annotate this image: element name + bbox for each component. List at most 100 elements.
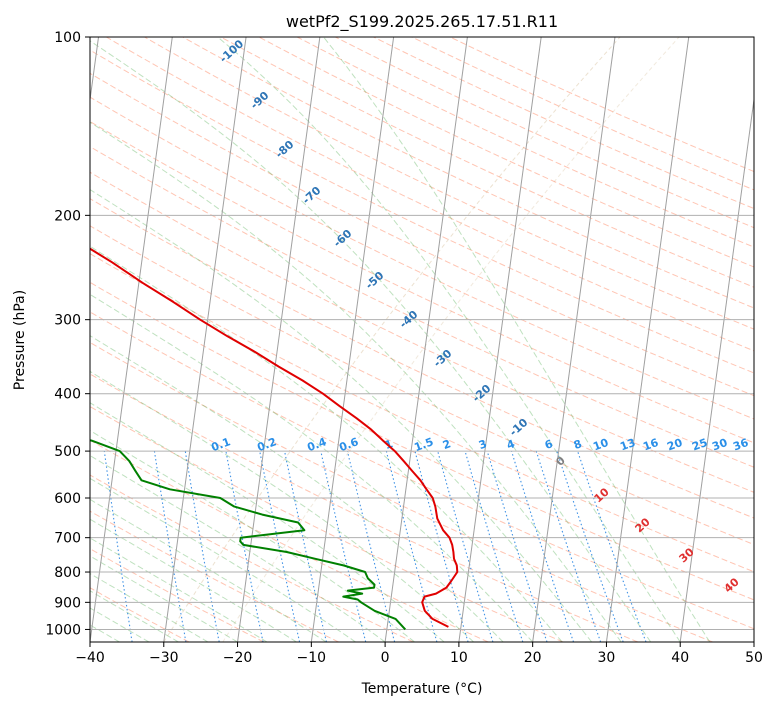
isotherm-line xyxy=(679,95,754,642)
mixing-ratio-line xyxy=(556,450,624,642)
moist-adiabat xyxy=(90,335,504,642)
axis-ticks: −40 −30 −20 −10 0 10 20 30 40 50 1000 900 800 700 600 5… xyxy=(45,30,763,666)
dry-adiabat xyxy=(90,253,754,573)
mixing-ratio-line xyxy=(577,450,647,642)
x-tick-label: 20 xyxy=(524,650,542,666)
mixing-ratio-label: 8 xyxy=(572,437,584,452)
moist-adiabat xyxy=(323,37,711,642)
mixing-ratio-label: 0.4 xyxy=(305,435,328,454)
moist-adiabat xyxy=(90,572,209,642)
mixing-ratio-line xyxy=(320,450,367,642)
isotherm-line xyxy=(384,37,468,642)
x-tick-label: 40 xyxy=(671,650,689,666)
dry-adiabat xyxy=(90,311,754,630)
y-tick-label: 400 xyxy=(54,387,81,403)
isotherm-line xyxy=(163,37,247,642)
mixing-ratio-label: 6 xyxy=(543,437,555,452)
dry-adiabat xyxy=(90,405,564,642)
dry-adiabat xyxy=(90,341,713,642)
dry-adiabat xyxy=(90,510,339,642)
moist-adiabat xyxy=(90,537,268,642)
x-axis-label: Temperature (°C) xyxy=(361,681,483,697)
mixing-ratio-label: 0.6 xyxy=(337,435,360,454)
mixing-ratio-line xyxy=(486,450,548,642)
x-tick-label: −30 xyxy=(149,650,179,666)
x-tick-label: 0 xyxy=(381,650,390,666)
mixing-ratio-line xyxy=(284,450,327,642)
plot-frame xyxy=(89,36,755,643)
isotherm-line xyxy=(458,37,542,642)
dry-adiabat xyxy=(90,373,639,642)
x-tick-label: −40 xyxy=(75,650,105,666)
moist-adiabat xyxy=(90,40,652,642)
moist-adiabat xyxy=(90,245,563,642)
isotherm-line xyxy=(237,37,321,642)
x-tick-label: 30 xyxy=(598,650,616,666)
mixing-ratio-line xyxy=(535,450,602,642)
mixing-ratio-label: 20 xyxy=(665,436,684,454)
temperature-line xyxy=(90,247,459,628)
moist-adiabat xyxy=(90,477,356,642)
mixing-ratio-line xyxy=(225,450,264,642)
isotherm-line xyxy=(605,37,690,642)
mixing-ratio-line xyxy=(385,450,438,642)
dry-adiabat xyxy=(182,37,754,309)
mixing-ratio-line xyxy=(259,450,301,642)
mixing-ratio-label: 16 xyxy=(641,436,660,454)
mixing-ratio-label: 0.2 xyxy=(255,435,278,454)
mixing-ratio-label: 2 xyxy=(441,437,453,452)
saturation-curve xyxy=(163,37,621,642)
x-tick-label: 10 xyxy=(450,650,468,666)
mixing-ratio-line xyxy=(437,450,494,642)
mixing-ratio-label: 1.5 xyxy=(412,435,435,454)
y-tick-label: 200 xyxy=(54,208,81,224)
x-tick-label: −10 xyxy=(297,650,327,666)
y-tick-label: 700 xyxy=(54,531,81,547)
moist-adiabat xyxy=(217,37,681,642)
mixing-ratio-line xyxy=(464,450,524,642)
y-tick-label: 900 xyxy=(54,595,81,611)
x-tick-label: 50 xyxy=(745,650,763,666)
profile-lines xyxy=(90,247,459,631)
x-tick-label: −20 xyxy=(223,650,253,666)
y-tick-label: 300 xyxy=(54,313,81,329)
y-axis-label: Pressure (hPa) xyxy=(12,290,28,390)
y-tick-label: 1000 xyxy=(45,622,81,638)
y-tick-label: 800 xyxy=(54,565,81,581)
mixing-ratio-label: 0.1 xyxy=(209,435,232,454)
y-tick-label: 100 xyxy=(54,30,81,46)
mixing-ratio-line xyxy=(414,450,469,642)
mixing-ratio-label: 3 xyxy=(477,437,489,452)
dry-adiabat xyxy=(220,37,754,288)
mixing-ratio-line xyxy=(510,450,575,642)
dry-adiabat xyxy=(90,198,754,519)
isotherm-line xyxy=(90,37,173,642)
dry-adiabat xyxy=(90,72,754,397)
mixing-ratio-label: 13 xyxy=(618,436,637,453)
dry-adiabat xyxy=(90,171,754,493)
dry-adiabat xyxy=(144,37,754,330)
mixing-ratio-label: 25 xyxy=(690,436,709,453)
dry-adiabat xyxy=(90,146,754,468)
mixing-ratio-label: 10 xyxy=(591,436,610,454)
isotherm-line xyxy=(532,37,616,642)
moist-adiabat xyxy=(90,370,474,642)
dry-adiabat xyxy=(106,37,754,352)
moist-adiabat xyxy=(90,293,534,642)
mixing-ratio-label: 30 xyxy=(710,436,729,454)
saturation-curve xyxy=(222,37,680,642)
dry-adiabat xyxy=(90,120,754,444)
moist-adiabat xyxy=(90,188,593,642)
moist-adiabat xyxy=(90,555,238,642)
moist-adiabat xyxy=(90,455,386,642)
dry-adiabat xyxy=(90,439,489,642)
mixing-ratio-label: 36 xyxy=(731,436,750,454)
moist-adiabat xyxy=(90,402,445,642)
moist-adiabat xyxy=(90,590,179,642)
moist-adiabat xyxy=(90,121,622,642)
mixing-ratio-label: 4 xyxy=(505,437,517,452)
dry-adiabat xyxy=(90,548,265,642)
chart-title: wetPf2_S199.2025.265.17.51.R11 xyxy=(286,12,558,32)
dewpoint-line xyxy=(90,439,407,631)
